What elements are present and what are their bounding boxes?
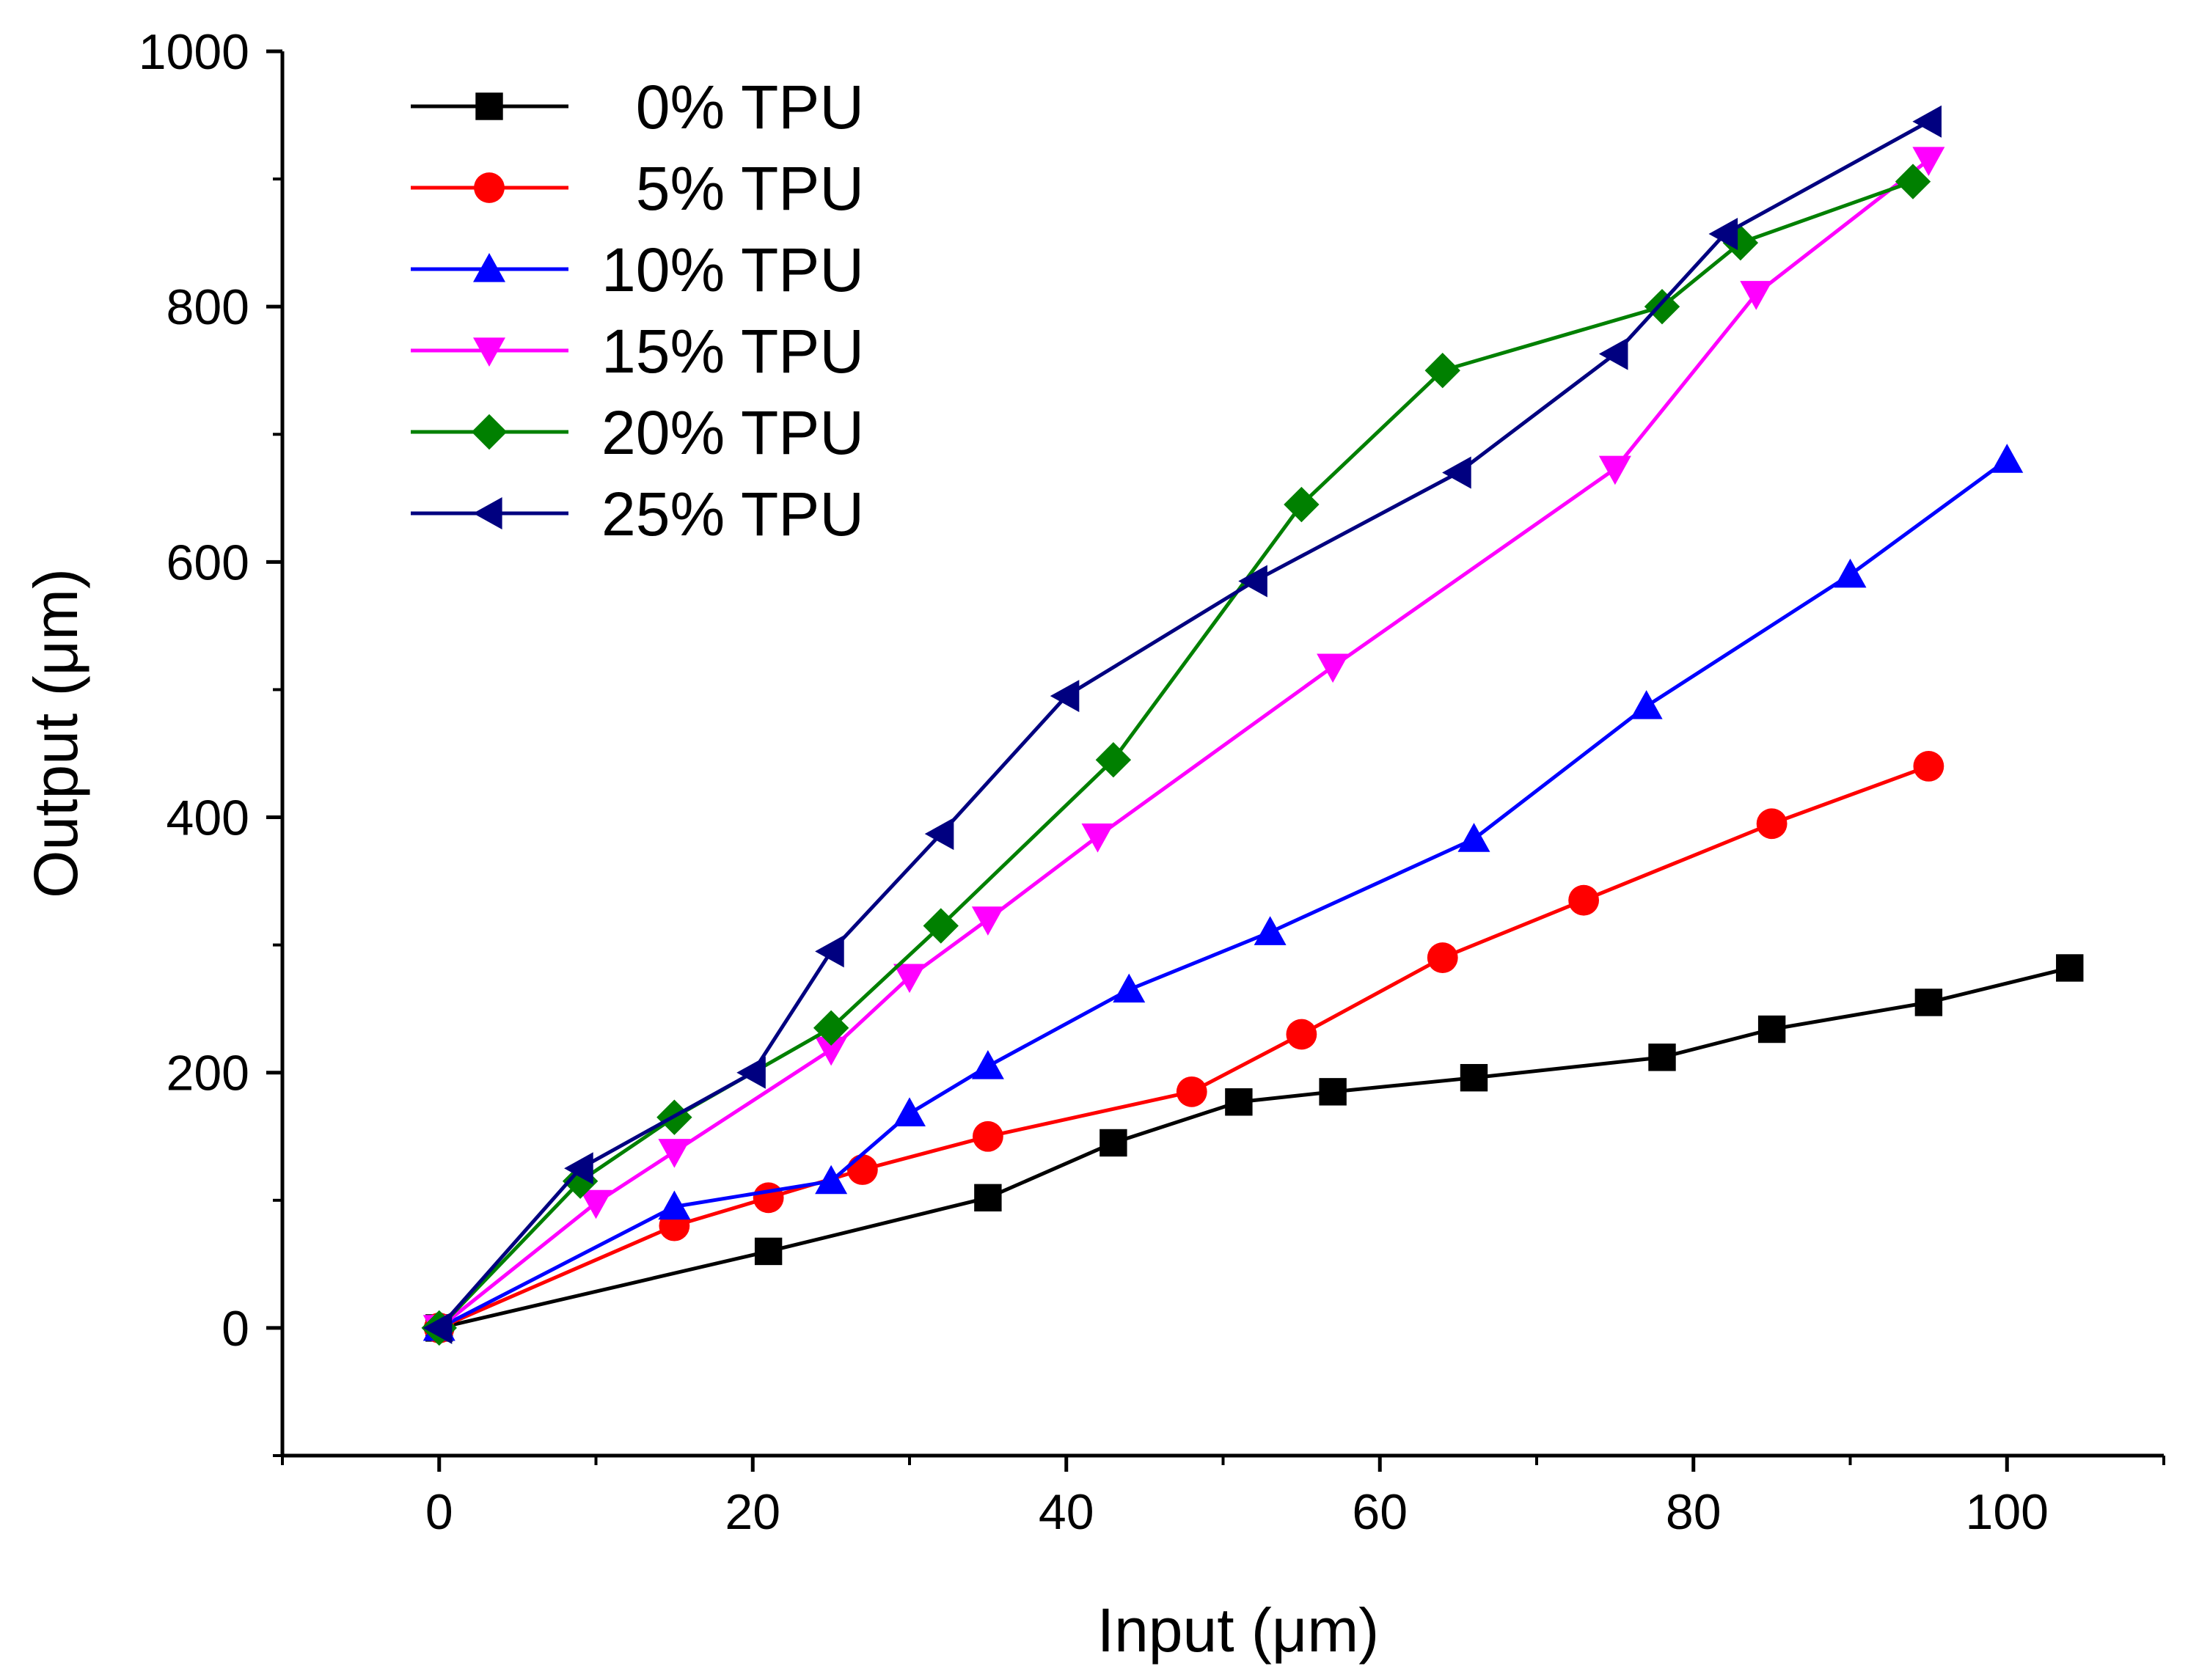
data-point	[893, 1097, 926, 1127]
data-point	[658, 1139, 691, 1168]
data-point	[562, 1163, 599, 1199]
data-point	[1598, 455, 1631, 485]
data-point	[1598, 337, 1628, 370]
data-point	[1912, 147, 1945, 176]
legend-label: 10% TPU	[601, 235, 864, 304]
legend-marker	[475, 92, 503, 120]
y-tick-label: 1000	[139, 24, 249, 80]
data-point	[1740, 281, 1773, 310]
legend-label: 25% TPU	[601, 480, 864, 549]
data-point	[1424, 353, 1460, 389]
data-point	[1286, 1019, 1317, 1050]
legend-label: 0% TPU	[636, 73, 864, 142]
data-point	[1081, 824, 1114, 853]
data-point	[736, 1056, 766, 1089]
data-point	[1895, 164, 1931, 199]
data-point	[579, 1189, 612, 1219]
legend-entry: 25% TPU	[411, 480, 864, 549]
data-point	[1834, 558, 1867, 588]
data-point	[1238, 565, 1267, 598]
data-point	[1284, 486, 1320, 523]
x-tick-label: 80	[1666, 1484, 1722, 1540]
legend: 0% TPU 5% TPU 10% TPU 15% TPU 20% TPU 25% TPU	[411, 73, 864, 549]
data-point	[971, 906, 1004, 936]
data-point	[1095, 742, 1132, 778]
data-point	[893, 964, 926, 994]
data-point	[1708, 217, 1738, 250]
data-point	[813, 1010, 849, 1046]
data-point	[846, 1154, 878, 1185]
x-tick-label: 40	[1039, 1484, 1094, 1540]
series-5pct-tpu	[423, 751, 1944, 1343]
legend-marker	[474, 172, 505, 203]
data-point	[1225, 1088, 1253, 1116]
data-point	[422, 1311, 453, 1344]
y-tick-label: 200	[167, 1046, 249, 1101]
data-point	[1914, 988, 1943, 1016]
data-point	[923, 908, 959, 944]
data-point	[1319, 1078, 1347, 1106]
legend-marker	[473, 497, 502, 529]
data-point	[972, 1120, 1003, 1152]
data-point	[815, 1036, 848, 1066]
data-point	[1991, 444, 2024, 473]
data-point	[1912, 105, 1942, 138]
data-point	[1427, 942, 1458, 973]
data-point	[1756, 808, 1788, 840]
legend-marker	[473, 253, 505, 282]
series-25pct-tpu	[422, 105, 1942, 1344]
data-point	[2056, 954, 2084, 982]
legend-entry: 15% TPU	[411, 317, 864, 386]
data-point	[1442, 456, 1471, 489]
data-point	[1644, 288, 1680, 325]
series-10pct-tpu	[422, 444, 2024, 1341]
x-tick-label: 100	[1966, 1484, 2049, 1540]
data-point	[1113, 973, 1146, 1003]
data-point	[1913, 751, 1944, 782]
data-point	[1050, 680, 1080, 713]
data-point	[1100, 1129, 1127, 1157]
x-axis-title: Input (μm)	[1097, 1596, 1379, 1665]
series-20pct-tpu	[421, 164, 1931, 1346]
x-tick-label: 60	[1352, 1484, 1408, 1540]
data-point	[1176, 1076, 1207, 1107]
data-point	[1457, 823, 1490, 852]
y-tick-label: 400	[167, 791, 249, 846]
y-tick-label: 0	[222, 1301, 249, 1357]
data-point	[815, 935, 844, 968]
legend-entry: 20% TPU	[411, 398, 864, 467]
data-point	[924, 818, 954, 851]
data-point	[1630, 690, 1663, 719]
x-tick-label: 0	[425, 1484, 453, 1540]
legend-label: 5% TPU	[636, 154, 864, 223]
data-point	[971, 1050, 1004, 1079]
data-point	[564, 1152, 593, 1185]
data-point	[753, 1182, 784, 1214]
data-point	[1254, 916, 1287, 945]
legend-marker	[471, 414, 508, 450]
data-point	[1317, 653, 1350, 683]
legend-marker	[473, 337, 505, 367]
data-point	[1460, 1063, 1488, 1092]
legend-entry: 5% TPU	[411, 154, 864, 223]
data-point	[815, 1164, 848, 1195]
y-tick-label: 600	[167, 535, 249, 590]
x-tick-label: 20	[725, 1484, 780, 1540]
legend-entry: 10% TPU	[411, 235, 864, 304]
legend-entry: 0% TPU	[411, 73, 864, 142]
legend-label: 15% TPU	[601, 317, 864, 386]
legend-label: 20% TPU	[601, 398, 864, 467]
data-point	[1722, 224, 1759, 261]
y-tick-label: 800	[167, 279, 249, 335]
data-point	[754, 1237, 783, 1266]
data-point	[1648, 1043, 1676, 1071]
data-point	[658, 1190, 691, 1220]
data-point	[1568, 884, 1600, 916]
data-point	[1757, 1015, 1786, 1043]
y-axis-title: Output (μm)	[21, 568, 90, 898]
series-layer	[421, 105, 2084, 1346]
data-point	[974, 1184, 1002, 1212]
